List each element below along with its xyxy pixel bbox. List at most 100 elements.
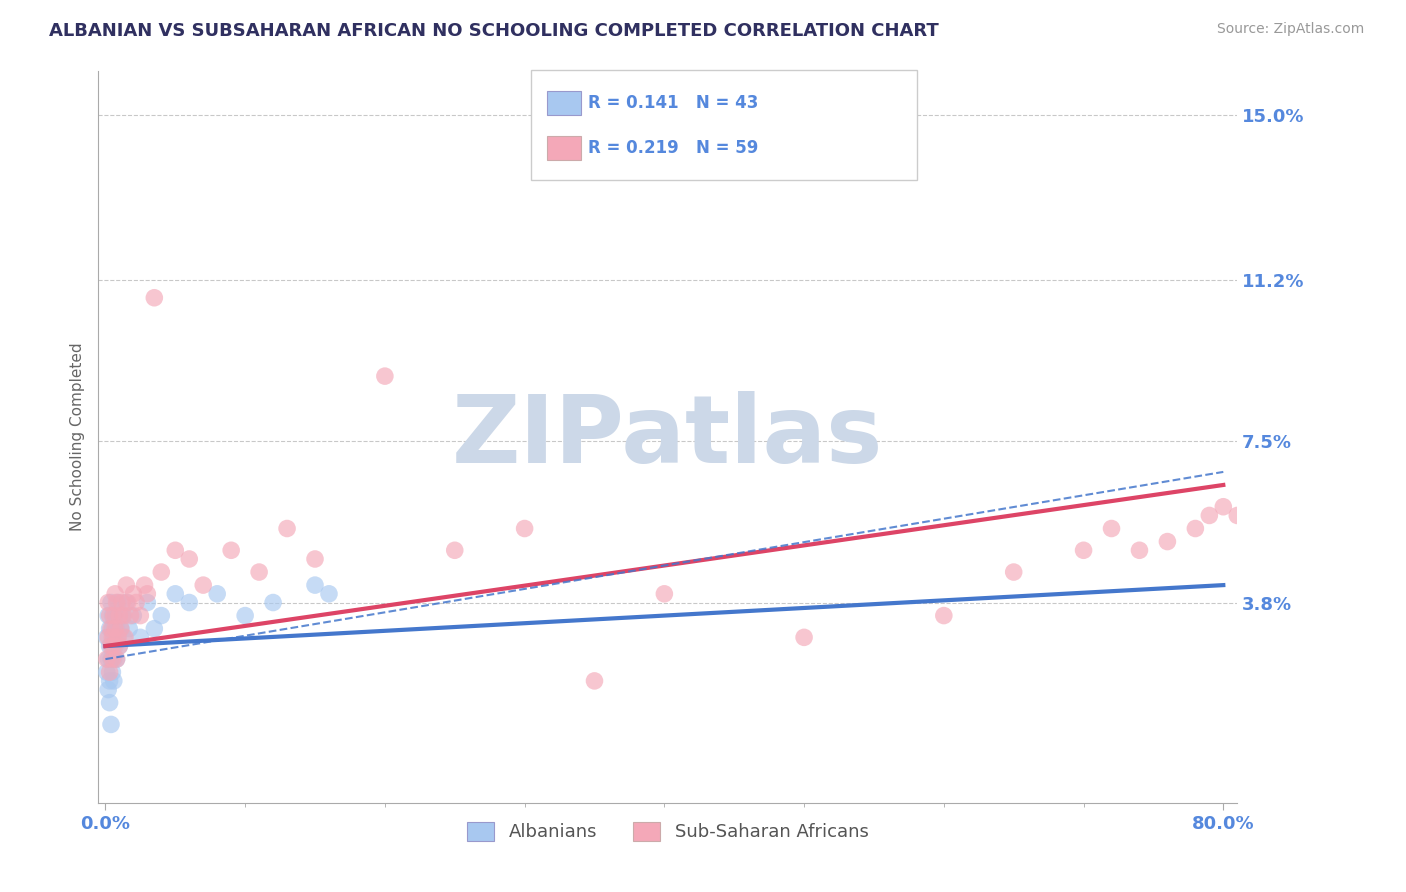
Point <box>136 587 159 601</box>
Point <box>100 717 122 731</box>
Point <box>96 631 118 645</box>
Point <box>1254 478 1277 492</box>
Point <box>233 608 256 623</box>
Point <box>98 622 121 636</box>
Point <box>150 608 173 623</box>
Point <box>104 622 127 636</box>
Point <box>318 587 340 601</box>
Point <box>583 673 606 688</box>
Point <box>150 565 173 579</box>
Point <box>129 608 152 623</box>
Point <box>1212 500 1234 514</box>
Point <box>219 543 242 558</box>
Point <box>105 652 128 666</box>
Point <box>120 608 142 623</box>
Point <box>98 673 121 688</box>
Text: ZIPatlas: ZIPatlas <box>453 391 883 483</box>
Point <box>98 665 121 680</box>
Text: R = 0.141   N = 43: R = 0.141 N = 43 <box>588 95 758 112</box>
Legend: Albanians, Sub-Saharan Africans: Albanians, Sub-Saharan Africans <box>460 814 876 848</box>
Text: Source: ZipAtlas.com: Source: ZipAtlas.com <box>1216 22 1364 37</box>
Point <box>1282 478 1305 492</box>
Point <box>101 608 124 623</box>
Point <box>1002 565 1025 579</box>
Point <box>107 631 129 645</box>
Point <box>205 587 228 601</box>
Point <box>100 652 122 666</box>
Point <box>104 608 127 623</box>
Point <box>112 631 135 645</box>
Point <box>96 665 118 680</box>
Point <box>111 595 134 609</box>
Point <box>115 578 138 592</box>
Point <box>1268 500 1291 514</box>
Point <box>654 587 676 601</box>
Point <box>1240 491 1263 505</box>
Point <box>112 608 135 623</box>
Point <box>103 639 125 653</box>
Point <box>179 552 201 566</box>
Point <box>96 652 118 666</box>
Point <box>143 622 166 636</box>
Point <box>97 682 120 697</box>
Point <box>134 578 156 592</box>
Point <box>136 595 159 609</box>
Point <box>107 595 129 609</box>
Y-axis label: No Schooling Completed: No Schooling Completed <box>69 343 84 532</box>
Text: ALBANIAN VS SUBSAHARAN AFRICAN NO SCHOOLING COMPLETED CORRELATION CHART: ALBANIAN VS SUBSAHARAN AFRICAN NO SCHOOL… <box>49 22 939 40</box>
Point <box>103 673 125 688</box>
Point <box>108 639 131 653</box>
Point <box>105 595 128 609</box>
Point <box>103 652 125 666</box>
Point <box>276 521 298 535</box>
Point <box>122 608 145 623</box>
Point <box>932 608 955 623</box>
Point <box>443 543 465 558</box>
Point <box>193 578 215 592</box>
Point <box>1073 543 1095 558</box>
Point <box>110 622 132 636</box>
Point <box>304 578 326 592</box>
Point <box>179 595 201 609</box>
Point <box>101 652 124 666</box>
Point <box>1198 508 1220 523</box>
Point <box>104 587 127 601</box>
Point <box>101 622 124 636</box>
Point <box>104 639 127 653</box>
Point <box>122 587 145 601</box>
Point <box>98 639 121 653</box>
Point <box>101 631 124 645</box>
Point <box>100 595 122 609</box>
Point <box>1156 534 1178 549</box>
Point <box>97 608 120 623</box>
Point <box>143 291 166 305</box>
Point <box>262 595 284 609</box>
Point <box>129 631 152 645</box>
Point <box>1184 521 1206 535</box>
Point <box>108 608 131 623</box>
Point <box>105 652 128 666</box>
Point <box>165 543 187 558</box>
Point <box>100 622 122 636</box>
Point <box>374 369 396 384</box>
Point <box>107 631 129 645</box>
Point <box>793 631 815 645</box>
Point <box>97 595 120 609</box>
Point <box>117 595 139 609</box>
Point <box>1101 521 1123 535</box>
Point <box>513 521 536 535</box>
Point <box>97 631 120 645</box>
Point <box>1128 543 1150 558</box>
Point <box>101 665 124 680</box>
Point <box>97 652 120 666</box>
Point <box>98 608 121 623</box>
Point <box>165 587 187 601</box>
Point <box>1226 508 1249 523</box>
Point <box>114 631 136 645</box>
Point <box>111 608 134 623</box>
Point <box>304 552 326 566</box>
Text: R = 0.219   N = 59: R = 0.219 N = 59 <box>588 139 758 157</box>
Point <box>103 608 125 623</box>
Point <box>125 595 148 609</box>
Point <box>105 622 128 636</box>
